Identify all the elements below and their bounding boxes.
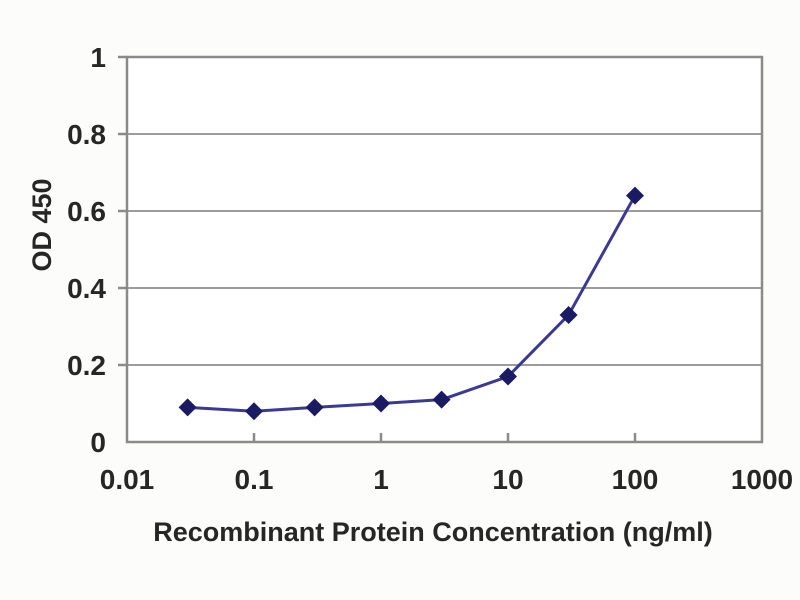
- data-point-marker: [305, 398, 324, 417]
- data-point-marker: [626, 186, 644, 205]
- data-point-marker: [432, 390, 451, 409]
- y-tick-label: 0.4: [67, 273, 106, 304]
- y-tick-label: 1: [90, 42, 106, 73]
- data-point-marker: [178, 398, 197, 417]
- x-tick-label: 1000: [731, 464, 793, 495]
- x-axis-title: Recombinant Protein Concentration (ng/ml…: [153, 517, 713, 547]
- x-tick-label: 10: [492, 464, 523, 495]
- y-axis-title: OD 450: [27, 178, 57, 271]
- x-tick-label: 1: [373, 464, 389, 495]
- y-tick-label: 0.6: [67, 196, 106, 227]
- data-point-marker: [245, 402, 263, 421]
- x-tick-label: 0.01: [100, 464, 155, 495]
- plot-area: [127, 57, 762, 442]
- data-point-marker: [499, 367, 517, 386]
- data-point-marker: [372, 394, 390, 413]
- data-point-marker: [559, 305, 578, 324]
- y-tick-label: 0: [90, 427, 106, 458]
- y-tick-label: 0.8: [67, 119, 106, 150]
- y-tick-label: 0.2: [67, 350, 106, 381]
- series-line: [186, 194, 637, 413]
- plot-frame: [125, 55, 764, 444]
- x-tick-label: 100: [612, 464, 659, 495]
- x-tick-label: 0.1: [235, 464, 274, 495]
